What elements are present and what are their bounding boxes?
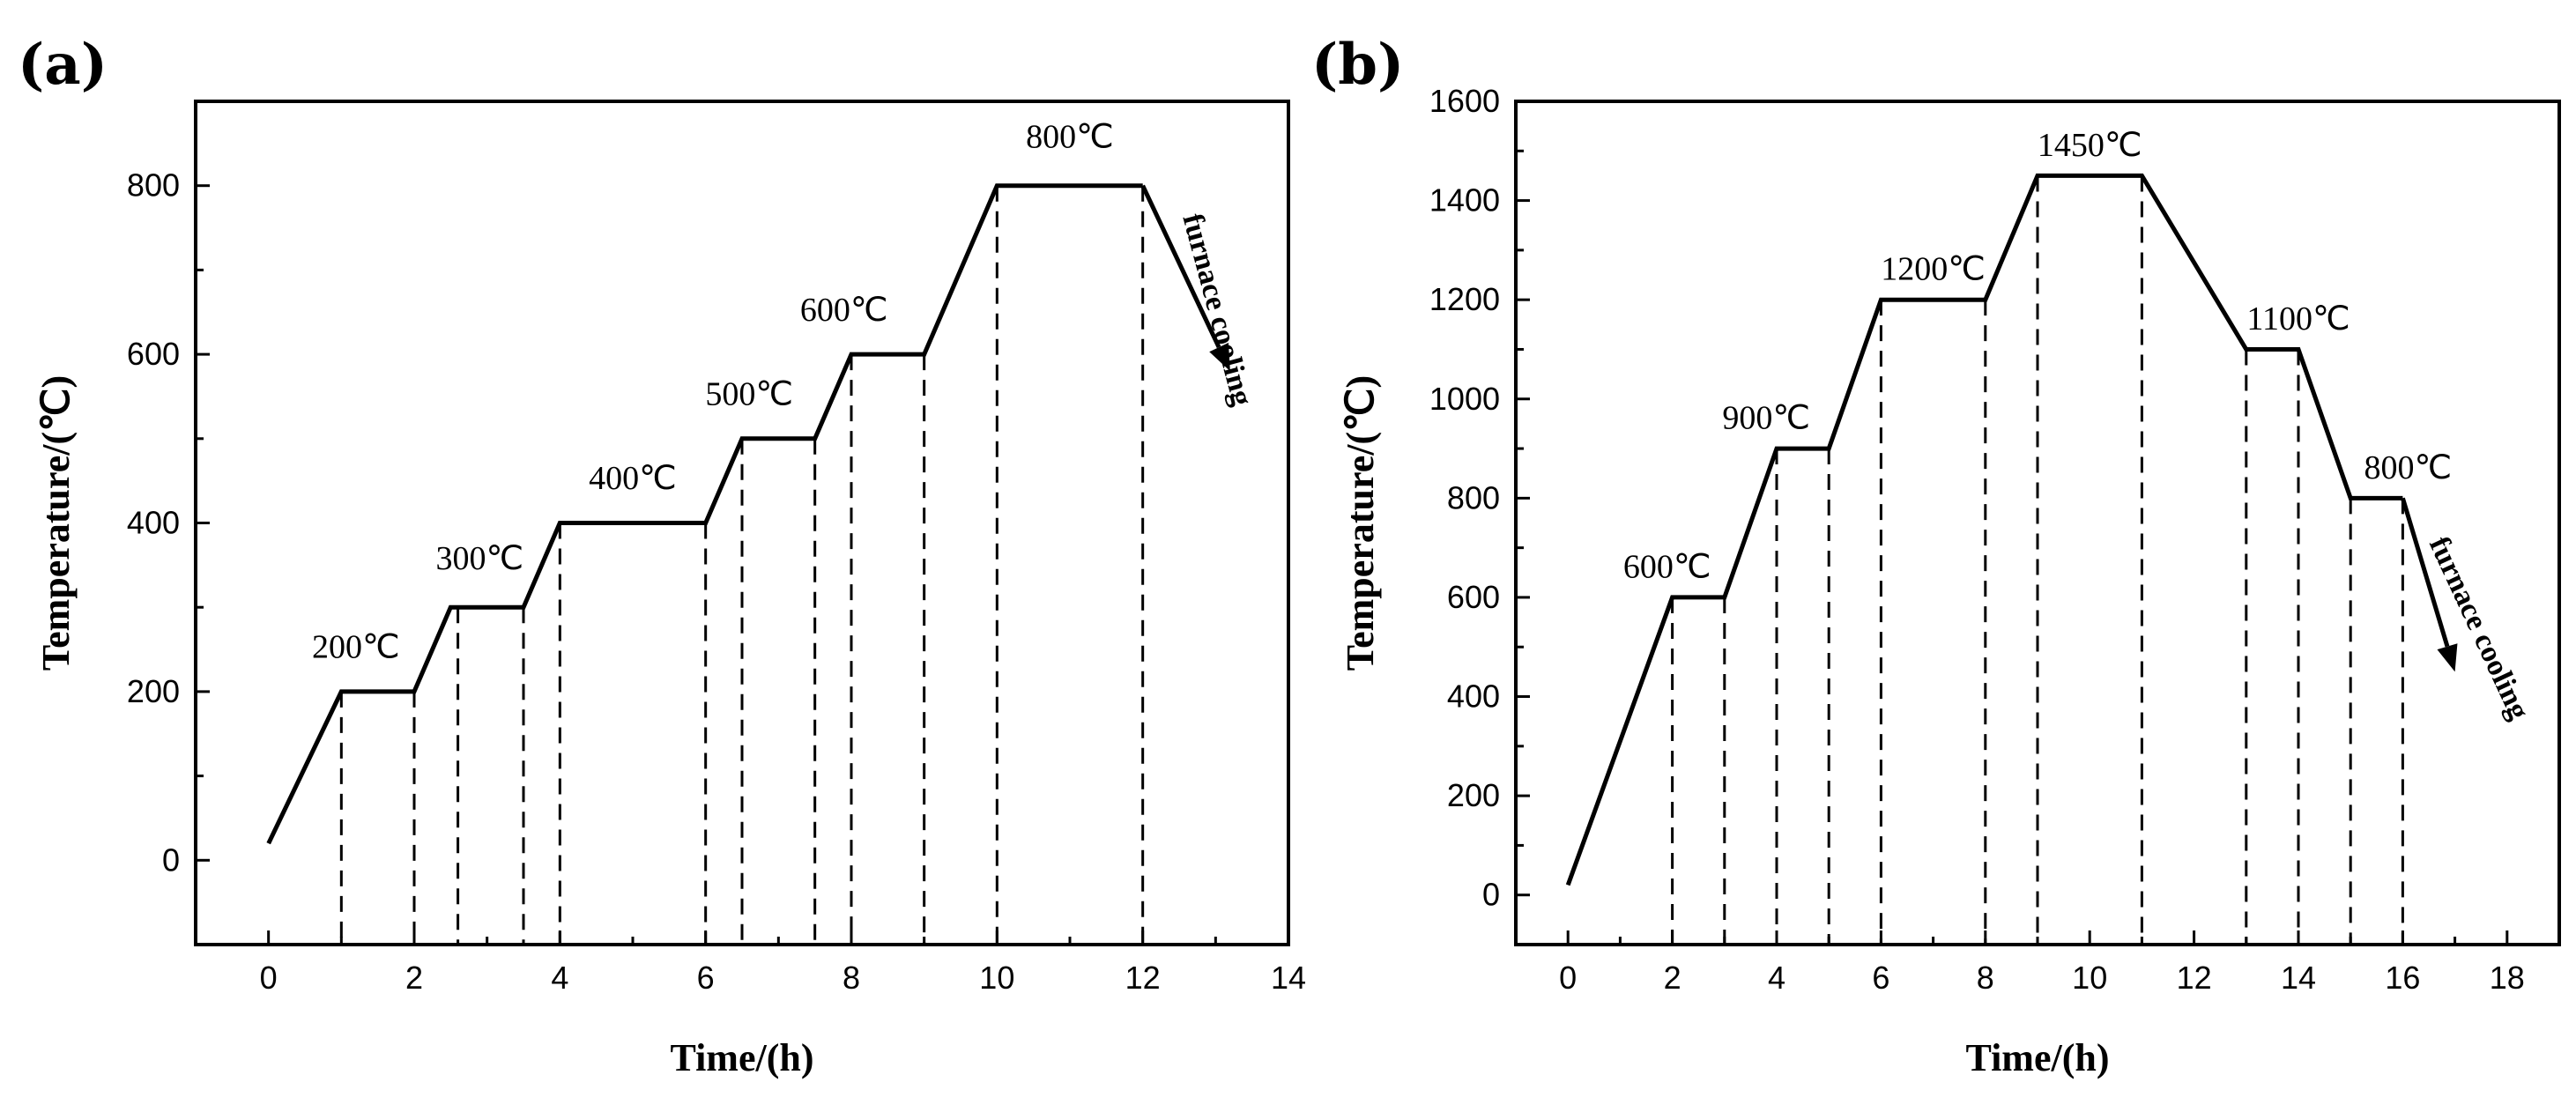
y-tick-label: 800: [1447, 479, 1500, 515]
x-tick-label: 18: [2490, 960, 2525, 996]
x-tick-label: 8: [1977, 960, 1994, 996]
x-axis-title: Time/(h): [1966, 1036, 2110, 1079]
x-tick-label: 12: [2177, 960, 2212, 996]
temperature-label: 600℃: [1623, 548, 1711, 585]
temperature-label: 1450℃: [2038, 127, 2142, 164]
y-tick-label: 1200: [1429, 281, 1500, 317]
x-tick-label: 10: [979, 960, 1014, 996]
y-axis-title: Temperature/(℃): [34, 375, 78, 671]
cooling-arrow-head: [2437, 643, 2458, 672]
y-tick-label: 400: [1447, 678, 1500, 715]
x-axis-title: Time/(h): [671, 1036, 814, 1079]
x-tick-label: 2: [1664, 960, 1681, 996]
y-tick-label: 1400: [1429, 182, 1500, 219]
temperature-label: 800℃: [2364, 449, 2452, 486]
x-tick-label: 4: [1768, 960, 1785, 996]
temperature-label: 1200℃: [1881, 251, 1986, 288]
furnace-cooling-annotation: furnace cooling: [2423, 532, 2535, 724]
temperature-label: 900℃: [1722, 400, 1810, 437]
x-tick-label: 2: [405, 960, 423, 996]
y-tick-label: 800: [127, 167, 180, 204]
x-tick-label: 12: [1125, 960, 1161, 996]
x-tick-label: 14: [1271, 960, 1306, 996]
x-tick-label: 6: [697, 960, 715, 996]
panel-a: (a) 0 2 4 6 8 10 12 14 0 200 400 600 800 Time/(h) Tempe…: [18, 32, 1306, 1079]
y-axis-title: Temperature/(℃): [1339, 375, 1382, 671]
y-tick-label: 400: [127, 505, 180, 541]
y-tick-label: 200: [127, 673, 180, 709]
x-tick-label: 8: [843, 960, 860, 996]
x-tick-label: 14: [2281, 960, 2316, 996]
x-tick-label: 0: [1559, 960, 1577, 996]
y-tick-label: 1600: [1429, 83, 1500, 119]
y-tick-label: 0: [162, 841, 180, 878]
y-tick-label: 0: [1482, 877, 1500, 913]
panel-label: (b): [1311, 32, 1404, 98]
temperature-label: 600℃: [800, 292, 888, 329]
x-tick-label: 10: [2072, 960, 2107, 996]
temperature-label: 800℃: [1026, 119, 1114, 156]
cooling-arrow-head: [1209, 342, 1230, 372]
panel-label: (a): [18, 32, 108, 98]
temperature-label: 1100℃: [2246, 300, 2350, 337]
cooling-arrow-line: [2401, 497, 2450, 648]
y-tick-label: 1000: [1429, 381, 1500, 417]
panel-b: (b) 0 2 4 6 8 10 12 14 16 18 0 200 400 600 800 1000 1200 1…: [1311, 32, 2561, 1079]
temperature-label: 200℃: [312, 629, 400, 666]
temperature-series-line: [266, 183, 1143, 845]
furnace-cooling-annotation: furnace cooling: [1176, 211, 1258, 410]
temperature-label: 500℃: [705, 376, 793, 413]
cooling-arrow-line: [1140, 184, 1221, 349]
x-tick-label: 16: [2385, 960, 2420, 996]
temperature-label: 400℃: [589, 460, 677, 497]
y-tick-label: 200: [1447, 777, 1500, 813]
temperature-label: 300℃: [436, 540, 524, 577]
x-tick-label: 4: [551, 960, 568, 996]
x-tick-label: 6: [1872, 960, 1889, 996]
x-tick-label: 0: [260, 960, 278, 996]
y-tick-label: 600: [1447, 579, 1500, 615]
y-tick-label: 600: [127, 336, 180, 372]
